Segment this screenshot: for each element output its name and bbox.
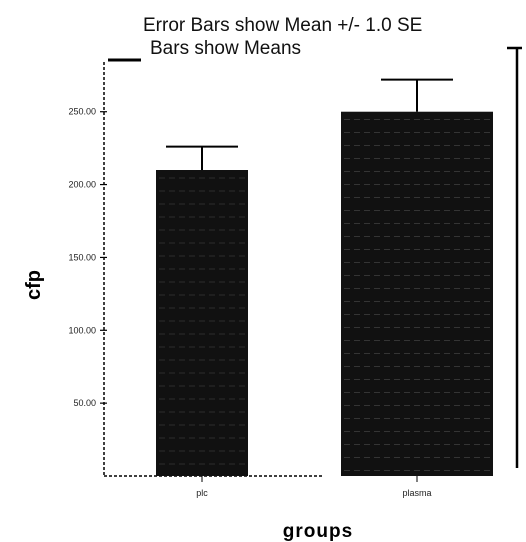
y-tick-label: 150.00 bbox=[68, 252, 96, 262]
bar-plasma bbox=[341, 111, 493, 476]
bars bbox=[156, 111, 493, 476]
x-tick-label-plasma: plasma bbox=[402, 488, 431, 498]
error-bars bbox=[166, 78, 453, 170]
chart-subtitle: Bars show Means bbox=[150, 38, 301, 59]
plot-frame bbox=[103, 46, 522, 477]
y-tick-label: 100.00 bbox=[68, 325, 96, 335]
x-tick-label-plc: plc bbox=[196, 488, 208, 498]
chart-title: Error Bars show Mean +/- 1.0 SE bbox=[143, 15, 422, 36]
y-tick-label: 200.00 bbox=[68, 180, 96, 190]
x-axis-categories: plc plasma bbox=[196, 476, 432, 498]
y-tick-label: 50.00 bbox=[73, 398, 96, 408]
y-axis-label: cfp bbox=[23, 270, 45, 300]
y-tick-label: 250.00 bbox=[68, 107, 96, 117]
bar-plc bbox=[156, 170, 248, 476]
y-axis-ticks: 50.00 100.00 150.00 200.00 250.00 bbox=[68, 107, 107, 408]
x-axis-label: groups bbox=[283, 521, 353, 542]
